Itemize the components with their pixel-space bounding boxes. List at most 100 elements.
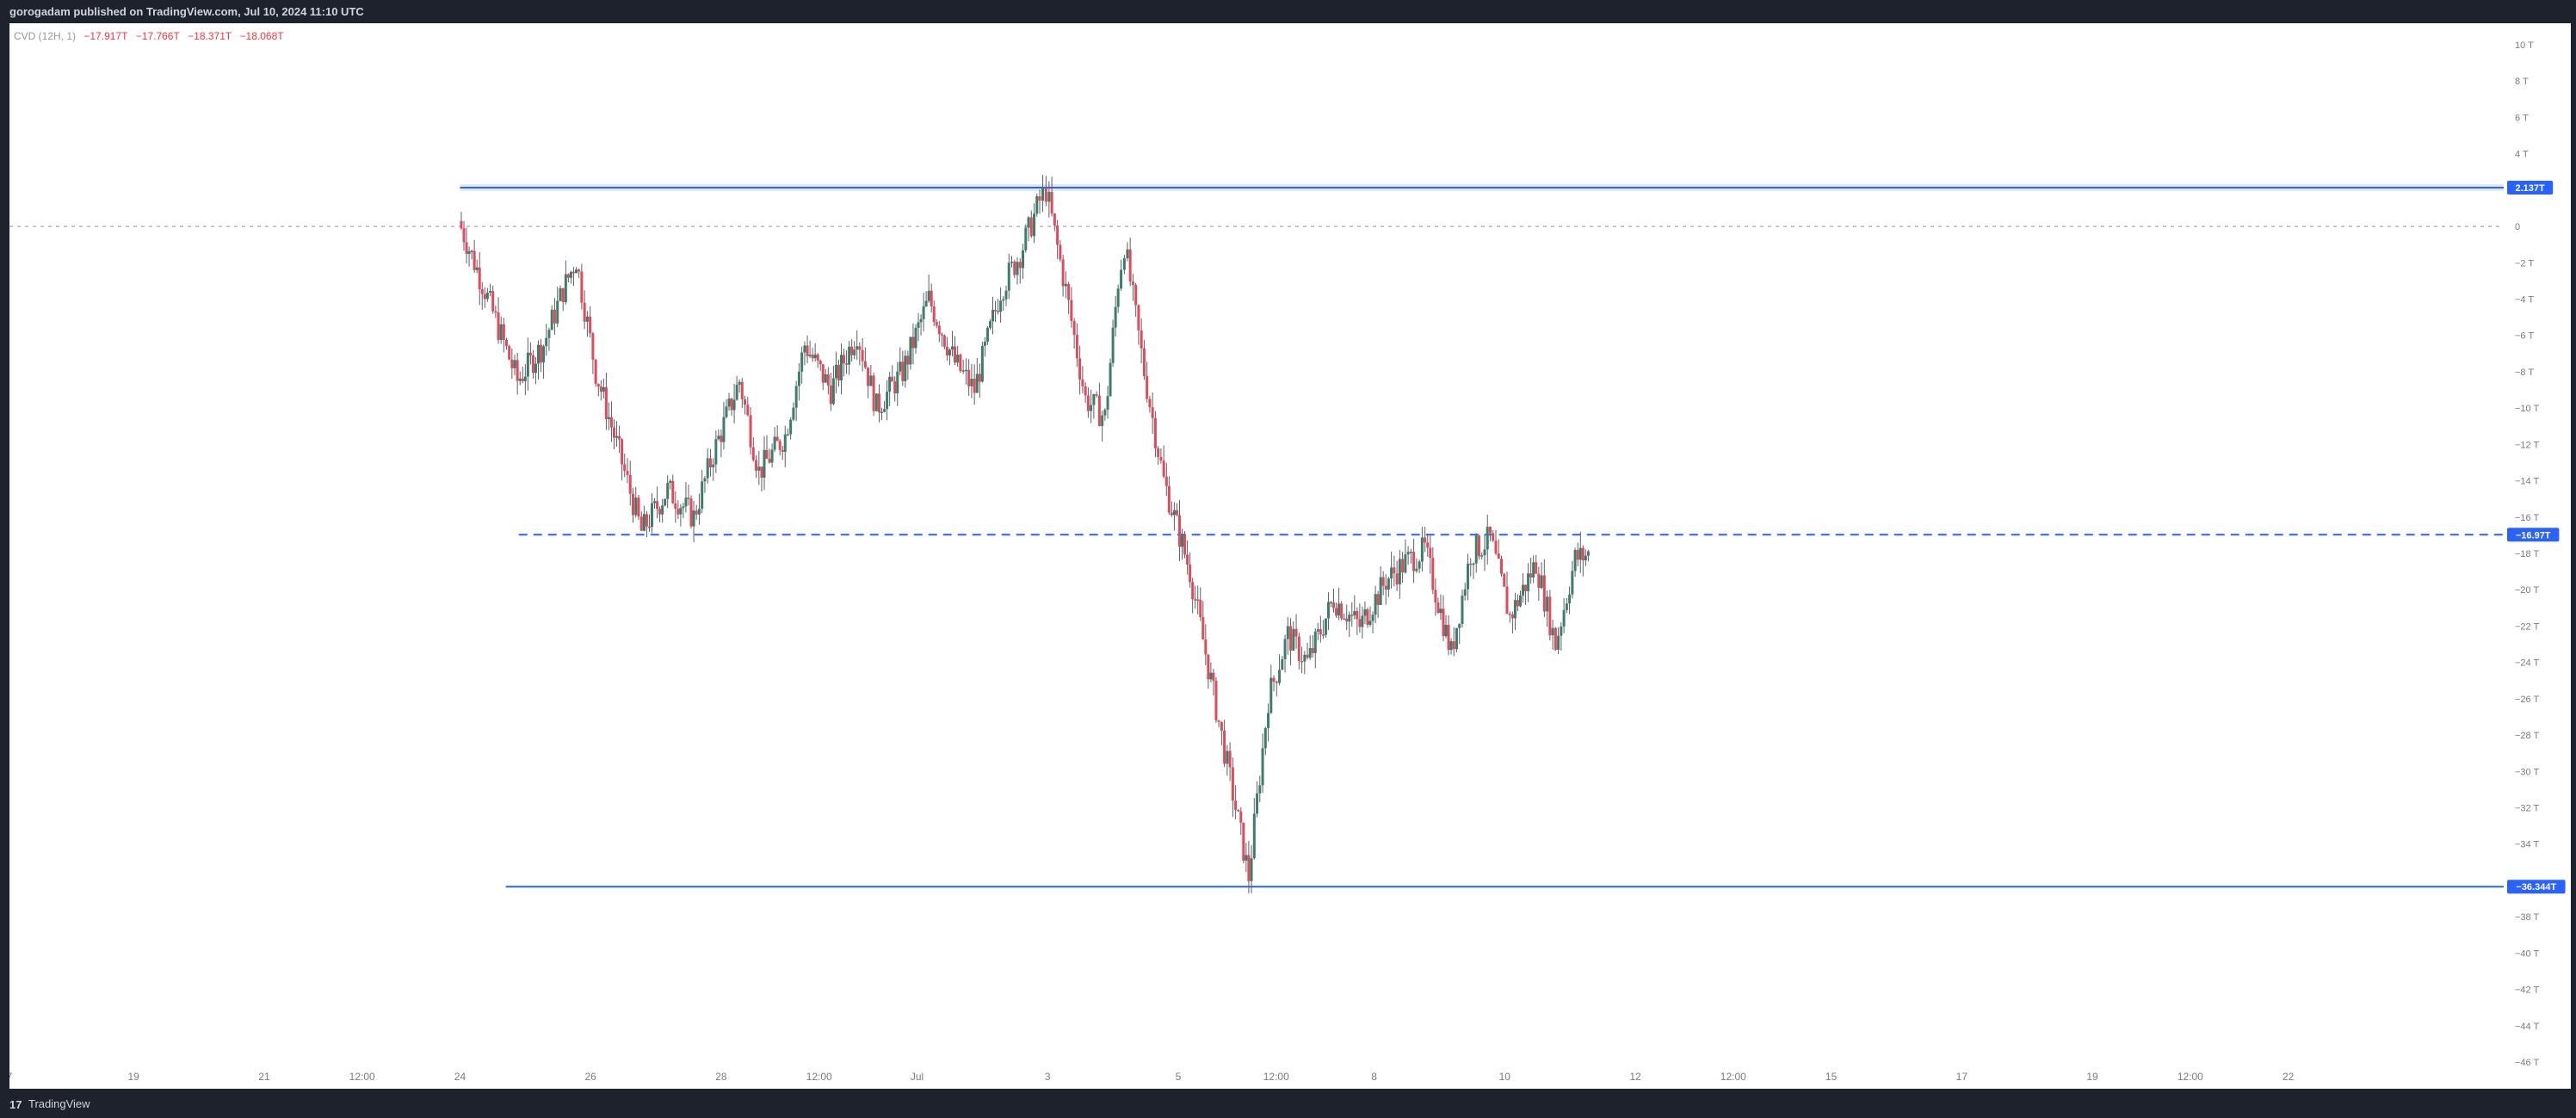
y-tick-label: 4 T <box>2515 150 2529 160</box>
x-axis: 7 19 21 12:00 24 26 28 12:00 Jul 3 5 12:00 8 10 12 12:0… <box>9 1071 2295 1083</box>
indicator-legend[interactable]: CVD (12H, 1) −17.917T −17.766T −18.371T … <box>14 30 289 42</box>
candle-body <box>1439 608 1442 614</box>
candle-body <box>1064 283 1067 287</box>
y-tick-label: −20 T <box>2515 585 2540 596</box>
candle-body <box>1554 627 1557 651</box>
candle-body <box>751 447 755 460</box>
candle-body <box>1529 573 1533 578</box>
candle-body <box>1424 537 1427 543</box>
candle-body <box>1022 250 1025 269</box>
candle-body <box>961 370 965 372</box>
candle-body <box>1503 573 1506 587</box>
cvd-chart[interactable]: 2.137T −16.97T −36.344T 10 T 8 T 6 T 4 T 0 −2 T… <box>9 23 2571 1089</box>
chart-panel[interactable]: 2.137T −16.97T −36.344T 10 T 8 T 6 T 4 T 0 −2 T… <box>9 23 2571 1089</box>
candle-body <box>1361 615 1364 627</box>
candle-body <box>618 435 621 440</box>
candle-body <box>1449 641 1453 651</box>
candle-body <box>1278 670 1282 683</box>
price-lines-layer: 2.137T −16.97T −36.344T <box>460 180 2566 894</box>
candle-body <box>948 349 951 355</box>
candle-body <box>706 458 709 479</box>
candle-body <box>1353 610 1356 615</box>
y-tick-label: −14 T <box>2515 477 2540 487</box>
candle-body <box>886 392 889 410</box>
price-line-band <box>460 183 2505 191</box>
candle-body <box>521 378 524 381</box>
x-tick-label: 3 <box>1045 1071 1051 1083</box>
candle-body <box>808 355 812 356</box>
candle-body <box>505 340 509 347</box>
candle-body <box>783 434 787 452</box>
candle-body <box>1106 396 1109 411</box>
candle-body <box>1581 547 1585 560</box>
candle-body <box>510 359 514 368</box>
candle-body <box>1332 602 1336 608</box>
x-tick-label: 12:00 <box>806 1071 832 1083</box>
candle-body <box>997 311 1000 312</box>
candle-body <box>513 360 516 368</box>
candle-body <box>499 324 503 341</box>
candle-body <box>1345 618 1349 622</box>
candle-body <box>1406 552 1410 555</box>
candle-body <box>1415 568 1418 571</box>
candle-body <box>848 346 851 365</box>
candle-body <box>994 310 998 312</box>
candle-body <box>1217 720 1220 722</box>
candle-body <box>653 501 657 503</box>
y-tick-label: −22 T <box>2515 621 2540 632</box>
candle-body <box>1126 249 1129 259</box>
candle-body <box>904 355 907 381</box>
y-tick-label: −18 T <box>2515 549 2540 559</box>
candle-body <box>1368 621 1372 625</box>
candle-body <box>478 267 481 290</box>
candle-body <box>1140 330 1143 349</box>
candle-body <box>1226 750 1229 764</box>
candle-body <box>935 322 938 326</box>
candle-body <box>1170 512 1173 516</box>
candle-body <box>602 386 605 392</box>
candle-body <box>1420 537 1424 562</box>
candle-body <box>1186 554 1189 565</box>
candle-body <box>1234 800 1238 810</box>
candle-body <box>682 506 685 509</box>
candle-body <box>571 271 575 274</box>
candle-body <box>940 334 943 336</box>
candle-body <box>692 510 695 527</box>
candle-body <box>1358 619 1362 627</box>
candle-body <box>880 411 884 414</box>
candle-body <box>1103 410 1107 416</box>
candle-body <box>1313 631 1317 653</box>
candle-body <box>1283 639 1287 659</box>
candle-body <box>1109 362 1112 397</box>
candle-body <box>1072 320 1076 335</box>
candle-body <box>1078 358 1082 380</box>
footer-bar: 17 TradingView <box>0 1089 2576 1118</box>
candle-body <box>863 361 867 368</box>
candle-body <box>1207 654 1210 680</box>
candle-body <box>1252 813 1256 859</box>
tradingview-logo-icon[interactable]: 17 <box>9 1098 22 1111</box>
candle-body <box>621 439 624 465</box>
candle-body <box>1458 623 1461 628</box>
candle-body <box>1474 535 1478 564</box>
candle-body <box>1101 415 1104 427</box>
candle-body <box>1578 547 1582 560</box>
candle-body <box>658 509 662 515</box>
candle-body <box>1337 603 1341 616</box>
tradingview-brand[interactable]: TradingView <box>28 1097 90 1110</box>
candle-body <box>1429 547 1432 559</box>
candle-body <box>1321 634 1325 636</box>
candle-body <box>1247 855 1251 881</box>
y-tick-label: −2 T <box>2515 258 2534 269</box>
candle-body <box>978 374 981 382</box>
candle-body <box>666 482 670 499</box>
candle-body <box>494 311 497 313</box>
candle-body <box>775 436 779 442</box>
candle-body <box>1047 191 1051 202</box>
candle-body <box>738 381 741 386</box>
candle-body <box>596 384 600 387</box>
candle-body <box>1542 575 1546 612</box>
candle-body <box>671 480 675 503</box>
candle-body <box>483 293 486 300</box>
candle-body <box>794 386 798 408</box>
